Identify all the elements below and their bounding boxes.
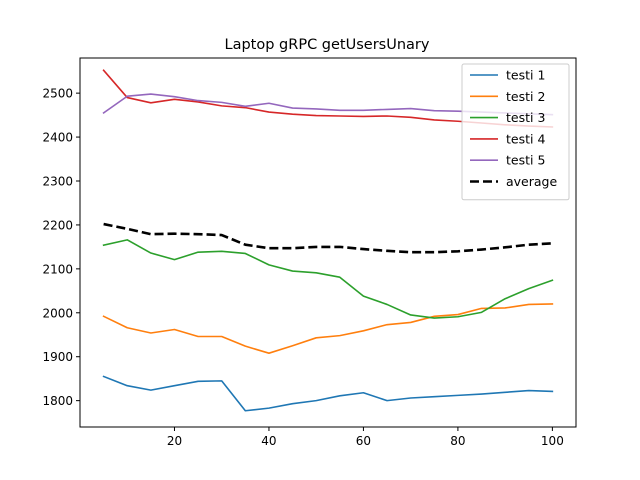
y-tick-label: 2500 [42,87,73,101]
series-line-average [103,222,553,254]
legend-label: testi 3 [506,110,545,125]
x-axis: 20 40 60 80 100 [167,427,564,448]
series-line-testi-2 [102,303,554,355]
legend-label: testi 4 [506,131,545,146]
series-line-testi-1 [102,375,554,412]
x-tick-label: 40 [261,434,276,448]
legend-label: testi 2 [506,89,545,104]
plot-area-frame [79,57,577,428]
legend: testi 1 testi 2 testi 3 testi 4 testi 5 avera… [461,63,570,201]
chart-title: Laptop gRPC getUsersUnary [225,37,430,53]
x-tick-label: 20 [167,434,182,448]
legend-label: average [506,174,557,189]
y-axis: 1800 1900 2000 2100 2200 2300 2400 2500 [42,87,80,408]
plot-series-group [102,69,554,412]
y-tick-label: 2100 [42,262,73,276]
x-tick-label: 60 [356,434,371,448]
x-tick-label: 100 [541,434,564,448]
y-tick-label: 2000 [42,306,73,320]
y-tick-label: 2400 [42,131,73,145]
y-tick-label: 1900 [42,350,73,364]
y-tick-label: 2300 [42,175,73,189]
y-tick-label: 2200 [42,218,73,232]
y-tick-label: 1800 [42,394,73,408]
x-tick-label: 80 [450,434,465,448]
series-line-testi-3 [102,239,554,319]
legend-label: testi 1 [506,68,545,83]
legend-label: testi 5 [506,153,545,168]
legend-box [461,63,570,201]
